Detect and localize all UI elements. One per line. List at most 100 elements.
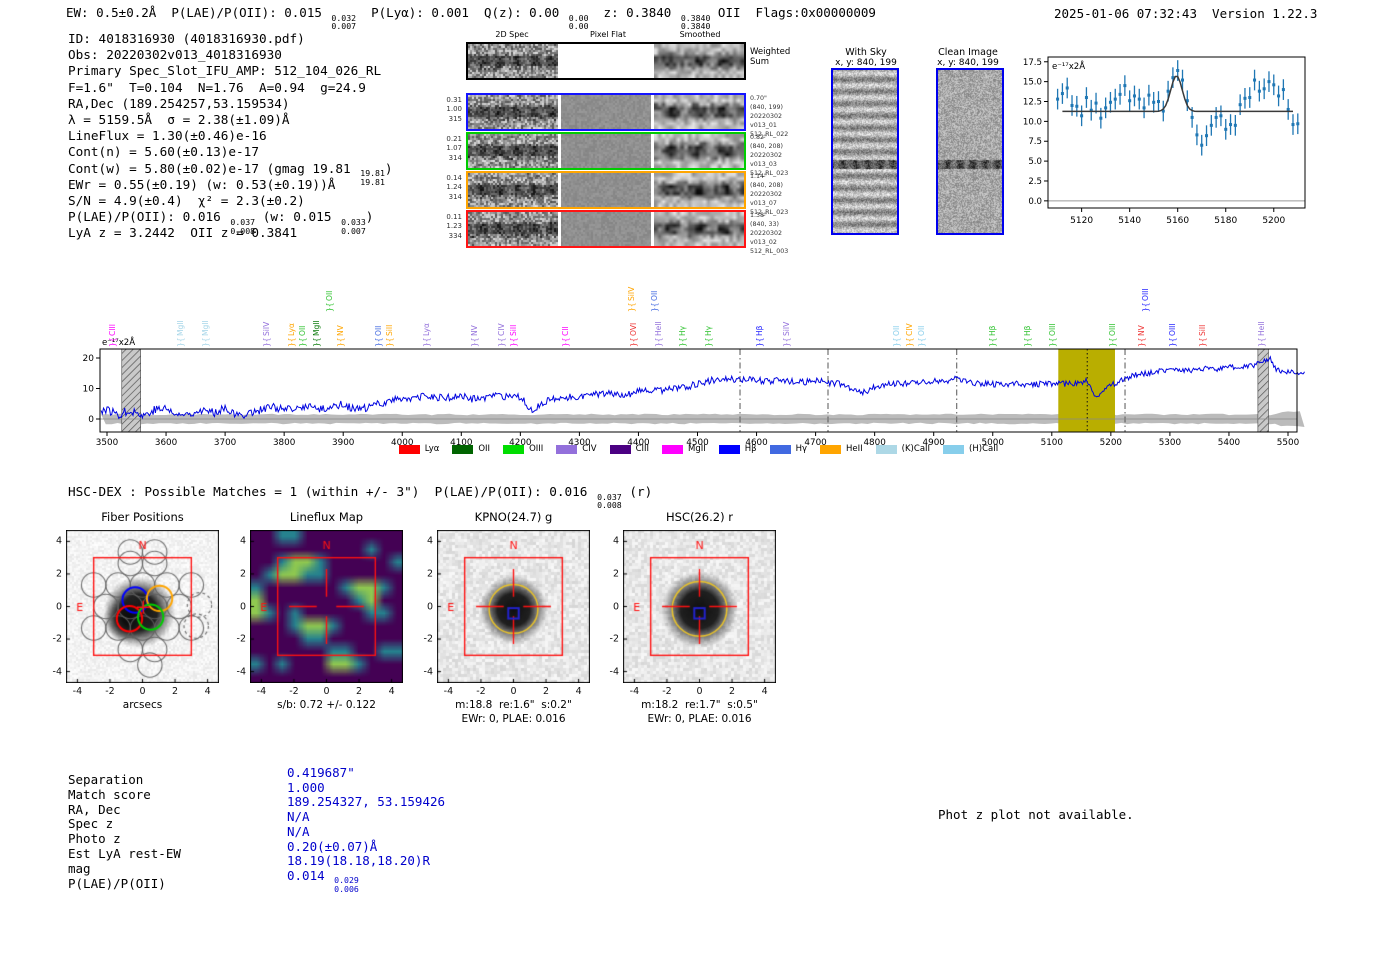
emission-line-label-lyα: }{ Lyα xyxy=(422,323,431,347)
legend-item: (K)CaII xyxy=(875,444,931,454)
svg-text:20: 20 xyxy=(83,354,95,364)
svg-text:10: 10 xyxy=(83,385,95,395)
text-segment: 1.000 xyxy=(287,779,325,795)
legend-label: Lyα xyxy=(424,444,440,454)
svg-text:2.5: 2.5 xyxy=(1028,177,1042,187)
emission-line-label-oiii: }{ OIII xyxy=(1048,323,1057,347)
svg-text:12.5: 12.5 xyxy=(1023,98,1042,108)
info-line-5: λ = 5159.5Å σ = 2.38(±1.09)Å xyxy=(68,112,290,128)
svg-text:10.0: 10.0 xyxy=(1023,117,1042,127)
svg-text:0: 0 xyxy=(88,415,94,425)
svg-text:5400: 5400 xyxy=(1218,438,1241,448)
svg-text:5200: 5200 xyxy=(1262,216,1285,226)
spec2d-row-0 xyxy=(466,42,746,80)
emission-line-label-nv: }{ NV xyxy=(470,325,479,347)
cutout-ytick: 4 xyxy=(55,535,62,547)
stacked-fraction: 0.00 0.00 xyxy=(568,12,589,32)
match-label-5: Est LyA rest-EW xyxy=(68,846,181,861)
info-line-11: P(LAE)/P(OII): 0.016 0.037 0.008 (w: 0.01… xyxy=(68,209,373,235)
cutout-ytick: 2 xyxy=(239,568,246,580)
cutout-xtick: -4 xyxy=(629,686,640,697)
emission-line-label-oii: }{ OII xyxy=(374,325,383,347)
with-sky-box xyxy=(831,68,899,235)
legend-label: MgII xyxy=(688,444,706,454)
legend-swatch xyxy=(503,444,525,454)
cutout-ytick: 2 xyxy=(612,568,619,580)
match-label-1: Match score xyxy=(68,786,151,802)
spec2d-blank-image xyxy=(561,44,651,78)
spec2d-smooth-image xyxy=(654,173,744,207)
legend-item: OIII xyxy=(503,444,543,454)
text-segment: S/N = 4.9(±0.4) χ² = 2.3(±0.2) xyxy=(68,193,305,208)
spec2d-spec-image xyxy=(468,44,558,78)
match-value-1: 1.000 xyxy=(287,780,325,795)
svg-text:4800: 4800 xyxy=(863,438,886,448)
emission-line-label-cii: }{ CII xyxy=(561,326,570,347)
emission-line-label-siiv: }{ SiIV xyxy=(262,321,271,347)
text-segment: 189.254327, 53.159426 xyxy=(287,794,446,810)
info-line-10: S/N = 4.9(±0.4) χ² = 2.3(±0.2) xyxy=(68,193,305,209)
clean-image-title: Clean Image xyxy=(938,47,998,58)
stacked-fraction: 19.81 19.81 xyxy=(360,168,385,187)
emission-line-label-mgii: }{ MgII xyxy=(201,320,210,347)
spec2d-col-header: 2D Spec xyxy=(495,30,529,39)
cutout-xtick: 2 xyxy=(729,686,736,697)
emission-line-label-oii: }{ OII xyxy=(892,325,901,347)
spec2d-flat-image xyxy=(561,173,651,207)
legend-item: MgII xyxy=(662,444,706,454)
text-segment: Primary Spec_Slot_IFU_AMP: 512_104_026_R… xyxy=(68,63,382,79)
legend-label: (K)CaII xyxy=(901,444,931,454)
legend-swatch xyxy=(718,444,740,454)
legend-swatch xyxy=(875,444,897,454)
svg-text:5140: 5140 xyxy=(1118,216,1141,226)
match-value-2: 189.254327, 53.159426 xyxy=(287,794,445,809)
legend-label: Hβ xyxy=(744,444,757,454)
legend-item: Lyα xyxy=(398,444,440,454)
cutout-xtick: 4 xyxy=(204,686,211,697)
spec2d-row-1 xyxy=(466,93,746,131)
match-label-0: Separation xyxy=(68,772,144,787)
spec2d-smooth-image xyxy=(654,95,744,129)
svg-text:7.5: 7.5 xyxy=(1028,137,1042,147)
text-segment: (r) xyxy=(621,484,653,499)
emission-line-label-hγ: }{ Hγ xyxy=(678,325,687,347)
legend-label: HeII xyxy=(846,444,863,454)
match-label-3: Spec z xyxy=(68,816,114,832)
cutout-ytick: 4 xyxy=(426,535,433,547)
spec2d-left-label-4: 0.11 1.23 334 xyxy=(446,213,462,240)
emission-line-label-heii: }{ HeII xyxy=(654,321,663,347)
with-sky-image xyxy=(833,70,897,233)
spec2d-flat-image xyxy=(561,95,651,129)
emission-line-label-hβ: }{ Hβ xyxy=(1023,325,1032,347)
cutout-xtick: -2 xyxy=(105,686,115,697)
cutout-xtick: -4 xyxy=(443,686,454,697)
info-line-2: Primary Spec_Slot_IFU_AMP: 512_104_026_R… xyxy=(68,63,381,79)
svg-text:5180: 5180 xyxy=(1214,216,1237,226)
clean-image-image xyxy=(938,70,1002,233)
spec2d-row-3 xyxy=(466,171,746,209)
text-segment: RA,Dec (189.254257,53.159534) xyxy=(68,95,290,111)
text-segment: z: 0.3840 xyxy=(588,5,679,20)
stacked-fraction: 0.029 0.006 xyxy=(334,875,359,895)
cutout-ytick: -4 xyxy=(236,666,246,678)
cutout-xlabel-1: s/b: 0.72 +/- 0.122 xyxy=(277,699,376,711)
cutout-ytick: 2 xyxy=(426,568,433,580)
full-spectrum-svg: 3500 3600 3700 3800 3900 4000 4100 4200 4300 4400… xyxy=(83,336,1305,448)
match-label-6: mag xyxy=(68,860,91,876)
cutout-ytick: 2 xyxy=(55,568,62,580)
cutout-xtick: -2 xyxy=(662,686,672,697)
svg-text:4300: 4300 xyxy=(568,438,591,448)
legend-label: Hγ xyxy=(795,444,808,454)
text-segment: λ = 5159.5Å σ = 2.38(±1.09)Å xyxy=(68,112,290,127)
cutout-ytick: -4 xyxy=(423,666,433,678)
info-line-7: Cont(n) = 5.60(±0.13)e-17 xyxy=(68,144,259,160)
emission-line-label-hβ: }{ Hβ xyxy=(755,325,764,347)
legend-swatch xyxy=(769,444,791,454)
hsc-dex-summary: HSC-DEX : Possible Matches = 1 (within +… xyxy=(68,484,652,510)
text-segment: OII Flags:0x00000009 xyxy=(710,5,876,20)
emission-line-label-civ: }{ CIV xyxy=(905,323,914,347)
svg-text:5160: 5160 xyxy=(1166,216,1189,226)
svg-text:3500: 3500 xyxy=(96,438,119,448)
match-label-2: RA, Dec xyxy=(68,801,121,817)
